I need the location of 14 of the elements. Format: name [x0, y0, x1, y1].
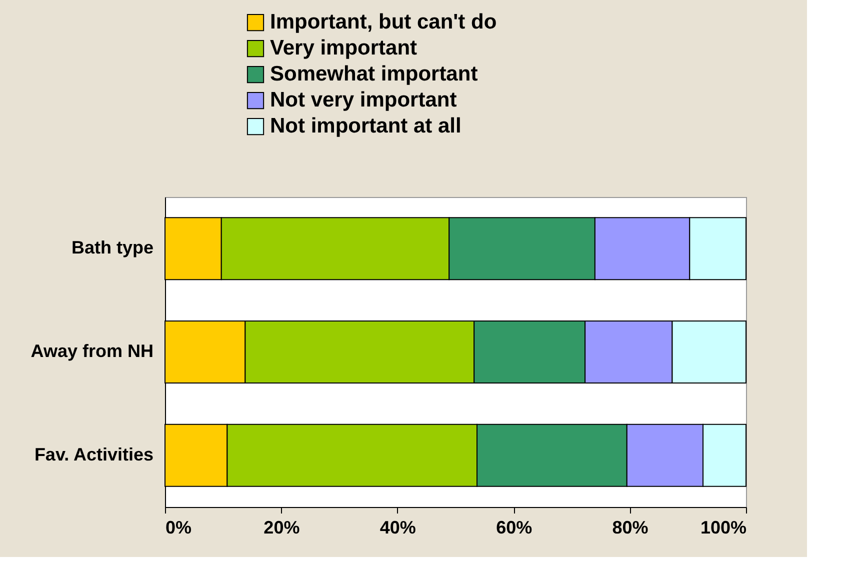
legend-label: Very important	[270, 36, 418, 60]
legend-label: Not important at all	[270, 114, 462, 138]
x-tick-label: 0%	[166, 518, 192, 538]
y-tick-label: Bath type	[71, 238, 154, 258]
y-tick-label: Away from NH	[30, 341, 154, 361]
legend-label: Important, but can't do	[270, 10, 497, 34]
x-tick-label: 40%	[380, 518, 416, 538]
legend-label: Somewhat important	[270, 62, 478, 86]
x-tick-label: 80%	[612, 518, 648, 538]
x-tick-label: 60%	[496, 518, 532, 538]
y-tick-label: Fav. Activities	[34, 444, 154, 464]
x-tick-label: 100%	[700, 518, 746, 538]
legend-label: Not very important	[270, 88, 457, 112]
x-tick-label: 20%	[264, 518, 300, 538]
